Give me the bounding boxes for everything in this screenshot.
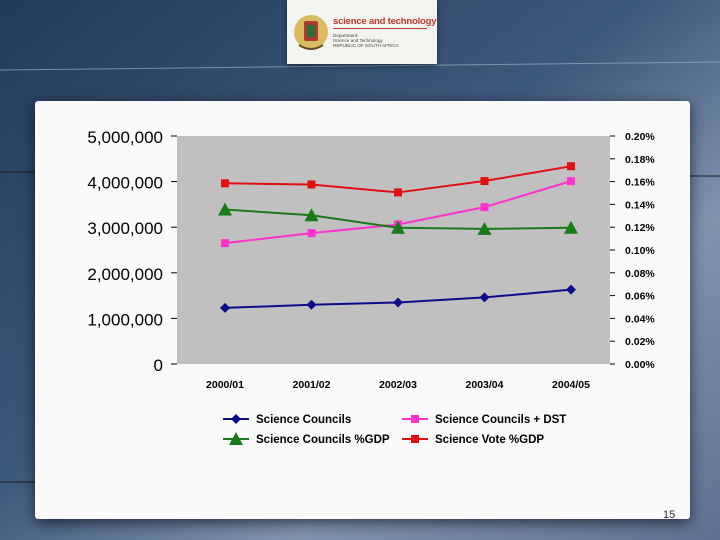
plot-area — [177, 136, 610, 364]
right-axis-tick-label: 0.18% — [625, 154, 655, 166]
logo-line-3: REPUBLIC OF SOUTH AFRICA — [333, 43, 399, 48]
right-axis-tick-label: 0.20% — [625, 131, 655, 143]
x-axis-label: 2001/02 — [293, 379, 331, 391]
science-councils-point — [479, 292, 490, 303]
legend-label: Science Vote %GDP — [435, 434, 544, 446]
line-chart: 0 1,000,000 2,000,000 3,000,000 4,000,000 5,0… — [87, 128, 655, 446]
x-axis-label: 2000/01 — [206, 379, 244, 391]
left-axis-tick-label: 5,000,000 — [87, 128, 163, 147]
legend-swatch-marker — [411, 435, 419, 443]
page-number: 15 — [663, 509, 676, 521]
right-axis-tick-label: 0.04% — [625, 313, 655, 325]
right-axis-tick-label: 0.16% — [625, 177, 655, 189]
science-vote-gdp-point — [480, 177, 489, 186]
right-axis-tick-label: 0.10% — [625, 245, 655, 257]
logo-line-2: Science and Technology — [333, 38, 383, 43]
x-axis-label: 2004/05 — [552, 379, 590, 391]
left-axis-tick-label: 3,000,000 — [87, 219, 163, 238]
coat-of-arms-icon — [294, 15, 328, 50]
x-axis-label: 2003/04 — [466, 379, 504, 391]
science-councils-point — [393, 297, 403, 308]
legend-label: Science Councils + DST — [435, 414, 566, 426]
chart-card: 0 1,000,000 2,000,000 3,000,000 4,000,000 5,0… — [35, 101, 690, 519]
legend-swatch-marker — [229, 432, 243, 445]
science-councils-gdp-point — [564, 220, 578, 234]
science-councils-gdp-point — [218, 202, 232, 216]
science-councils-dst-point — [480, 203, 489, 212]
left-axis-tick-label: 2,000,000 — [87, 265, 163, 284]
science-vote-gdp-point — [221, 179, 229, 188]
science-councils-point — [566, 284, 576, 295]
legend-swatch-marker — [411, 415, 419, 423]
science-councils-dst-point — [221, 239, 229, 248]
right-axis-tick-label: 0.14% — [625, 199, 655, 211]
logo-title: science and technology — [333, 16, 437, 27]
left-axis-tick-label: 0 — [154, 356, 163, 375]
science-councils-point — [220, 302, 230, 313]
x-axis-label: 2002/03 — [379, 379, 417, 391]
left-axis-tick-label: 4,000,000 — [87, 174, 163, 193]
science-vote-gdp-point — [307, 180, 316, 189]
right-axis-tick-label: 0.02% — [625, 336, 655, 348]
legend-label: Science Councils — [256, 414, 351, 426]
right-axis-tick-label: 0.12% — [625, 222, 655, 234]
left-axis-tick-label: 1,000,000 — [87, 310, 163, 329]
science-councils-gdp-point — [391, 220, 405, 234]
legend-swatch-marker — [231, 414, 241, 424]
science-councils-gdp-point — [304, 208, 319, 222]
science-vote-gdp-point — [394, 188, 402, 197]
right-axis-tick-label: 0.06% — [625, 291, 655, 303]
science-councils-dst-point — [307, 229, 316, 238]
right-axis-tick-label: 0.08% — [625, 268, 655, 280]
science-councils-dst-point — [567, 177, 575, 186]
department-logo: science and technology Department: Scien… — [287, 0, 437, 64]
science-councils-point — [306, 299, 317, 310]
logo-divider — [333, 28, 427, 29]
science-councils-gdp-point — [477, 221, 492, 235]
science-vote-gdp-point — [567, 162, 575, 171]
right-axis-tick-label: 0.00% — [625, 359, 655, 371]
logo-line-1: Department: — [333, 33, 359, 38]
legend-label: Science Councils %GDP — [256, 434, 390, 446]
